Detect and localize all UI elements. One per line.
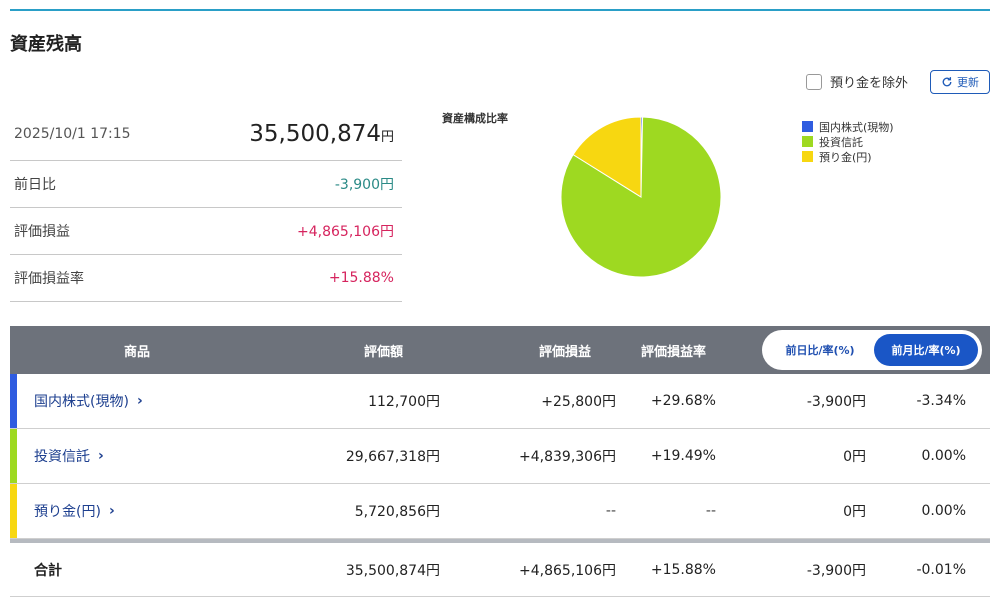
row-profit-loss: +25,800円 bbox=[541, 394, 616, 410]
legend-swatch bbox=[802, 151, 813, 162]
exclude-deposit-checkbox[interactable] bbox=[806, 73, 822, 90]
summary-total-value: 35,500,874円 bbox=[249, 121, 394, 147]
exclude-deposit-label: 預り金を除外 bbox=[830, 76, 909, 91]
summary-label: 評価損益 bbox=[14, 224, 70, 240]
row-profit-loss-rate: +19.49% bbox=[650, 448, 716, 464]
chart-title: 資産構成比率 bbox=[442, 112, 508, 125]
row-color-bar bbox=[10, 484, 17, 538]
total-profit-loss: +4,865,106円 bbox=[519, 562, 616, 579]
chevron-right-icon: › bbox=[136, 393, 143, 409]
summary-row-day-change: 前日比 -3,900円 bbox=[10, 161, 402, 208]
row-product-name: 投資信託 bbox=[34, 449, 90, 465]
table-header: 商品 評価額 評価損益 評価損益率 前日比/率(%) 前月比/率(%) bbox=[10, 326, 990, 374]
row-product-link[interactable]: 投資信託 › bbox=[34, 429, 104, 483]
total-value: 35,500,874円 bbox=[345, 562, 440, 579]
refresh-label: 更新 bbox=[957, 76, 979, 89]
legend-label: 投資信託 bbox=[819, 135, 863, 149]
table-total-row: 合計 35,500,874円 +4,865,106円 +15.88% -3,90… bbox=[10, 539, 990, 597]
summary-label: 評価損益率 bbox=[14, 271, 84, 287]
summary-value: -3,900円 bbox=[334, 177, 394, 193]
summary-row-profit-loss: 評価損益 +4,865,106円 bbox=[10, 208, 402, 255]
total-change-rate: -0.01% bbox=[916, 561, 966, 578]
row-profit-loss-rate: -- bbox=[705, 503, 716, 519]
chevron-right-icon: › bbox=[98, 448, 104, 464]
legend-item: 投資信託 bbox=[802, 134, 894, 149]
table-row: 投資信託 › 29,667,318円 +4,839,306円 +19.49% 0円… bbox=[10, 429, 990, 484]
summary-datetime: 2025/10/1 17:15 bbox=[14, 126, 131, 142]
row-change-rate: 0.00% bbox=[921, 448, 966, 464]
row-product-name: 国内株式(現物) bbox=[34, 394, 129, 410]
legend-label: 預り金(円) bbox=[819, 150, 872, 164]
row-profit-loss: -- bbox=[605, 503, 616, 519]
legend-label: 国内株式(現物) bbox=[819, 120, 894, 134]
total-profit-loss-rate: +15.88% bbox=[650, 561, 716, 578]
table-row: 国内株式(現物) › 112,700円 +25,800円 +29.68% -3,9… bbox=[10, 374, 990, 429]
total-label: 合計 bbox=[34, 562, 62, 579]
pie-slice-2 bbox=[572, 116, 642, 198]
table-row: 預り金(円) › 5,720,856円 -- -- 0円 0.00% bbox=[10, 484, 990, 539]
legend-swatch bbox=[802, 136, 813, 147]
toggle-day-change[interactable]: 前日比/率(%) bbox=[785, 344, 855, 357]
holdings-table: 商品 評価額 評価損益 評価損益率 前日比/率(%) 前月比/率(%) 国内株式… bbox=[10, 326, 990, 597]
refresh-icon bbox=[942, 77, 952, 87]
page-title: 資産残高 bbox=[10, 34, 82, 55]
row-color-bar bbox=[10, 374, 17, 428]
row-change: -3,900円 bbox=[806, 394, 866, 410]
row-change-rate: -3.34% bbox=[916, 393, 966, 409]
chart-legend: 国内株式(現物) 投資信託 預り金(円) bbox=[802, 119, 894, 164]
summary-label: 前日比 bbox=[14, 177, 56, 193]
row-change: 0円 bbox=[843, 504, 866, 520]
row-profit-loss: +4,839,306円 bbox=[519, 449, 616, 465]
row-product-link[interactable]: 国内株式(現物) › bbox=[34, 374, 143, 428]
total-change: -3,900円 bbox=[806, 562, 866, 579]
total-value-unit: 円 bbox=[380, 130, 394, 145]
row-value: 5,720,856円 bbox=[354, 504, 440, 520]
top-divider bbox=[10, 9, 990, 11]
chevron-right-icon: › bbox=[108, 503, 115, 519]
row-color-bar bbox=[10, 429, 17, 483]
header-product: 商品 bbox=[124, 344, 151, 360]
exclude-deposit-toggle[interactable]: 預り金を除外 bbox=[806, 72, 908, 91]
total-value-number: 35,500,874 bbox=[249, 121, 381, 147]
summary-value: +15.88% bbox=[328, 270, 394, 286]
header-profit-loss: 評価損益 bbox=[539, 344, 592, 360]
summary-row-profit-loss-rate: 評価損益率 +15.88% bbox=[10, 255, 402, 302]
row-product-link[interactable]: 預り金(円) › bbox=[34, 484, 115, 538]
header-value: 評価額 bbox=[364, 344, 404, 360]
toggle-month-change[interactable]: 前月比/率(%) bbox=[874, 334, 978, 366]
balance-summary: 2025/10/1 17:15 35,500,874円 前日比 -3,900円 … bbox=[10, 108, 402, 302]
asset-pie-chart bbox=[560, 116, 722, 278]
row-change: 0円 bbox=[843, 449, 866, 465]
row-profit-loss-rate: +29.68% bbox=[650, 393, 716, 409]
row-change-rate: 0.00% bbox=[921, 503, 966, 519]
period-toggle: 前日比/率(%) 前月比/率(%) bbox=[762, 330, 982, 370]
summary-value: +4,865,106円 bbox=[297, 224, 394, 240]
refresh-button[interactable]: 更新 bbox=[930, 70, 990, 94]
row-value: 112,700円 bbox=[368, 394, 440, 410]
row-value: 29,667,318円 bbox=[345, 449, 440, 465]
legend-swatch bbox=[802, 121, 813, 132]
header-profit-loss-rate: 評価損益率 bbox=[641, 344, 707, 360]
legend-item: 預り金(円) bbox=[802, 149, 894, 164]
summary-total-row: 2025/10/1 17:15 35,500,874円 bbox=[10, 108, 402, 161]
legend-item: 国内株式(現物) bbox=[802, 119, 894, 134]
row-product-name: 預り金(円) bbox=[34, 504, 101, 520]
